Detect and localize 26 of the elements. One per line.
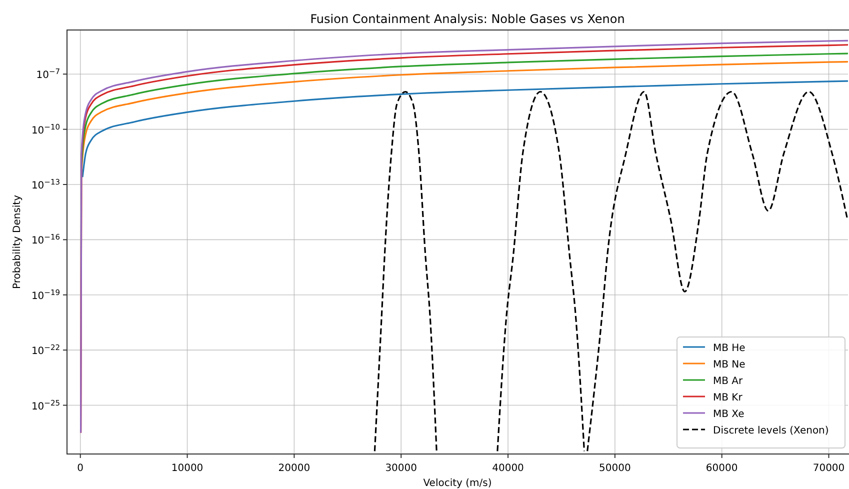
line-series [80, 52, 848, 169]
x-tick-label: 10000 [171, 463, 204, 474]
legend-label: MB Kr [713, 392, 744, 404]
y-tick-label: 10$^{−16}$ [31, 232, 60, 247]
legend-label: MB Xe [713, 409, 744, 420]
x-tick-label: 40000 [492, 463, 524, 474]
legend-label: MB Ne [713, 360, 746, 370]
y-tick-label: 10$^{−7}$ [36, 66, 60, 82]
legend-label: MB Ar [713, 376, 744, 387]
y-tick-label: 10$^{−13}$ [31, 176, 60, 192]
x-tick-label: 70000 [812, 463, 845, 474]
x-tick-label: 30000 [385, 463, 418, 474]
x-tick-label: 20000 [278, 463, 310, 474]
x-tick-label: 60000 [706, 463, 738, 474]
y-tick-label: 10$^{−22}$ [31, 342, 60, 358]
legend-label: Discrete levels (Xenon) [713, 426, 829, 436]
legend-label: MB He [713, 343, 746, 354]
x-tick-label: 50000 [599, 463, 631, 474]
chart-title: Fusion Containment Analysis: Noble Gases vs Xenon [310, 12, 625, 26]
line-series [82, 80, 848, 178]
y-axis-title: Probability Density [12, 194, 23, 290]
y-tick-label: 10$^{−19}$ [31, 287, 60, 302]
x-axis-title: Velocity (m/s) [423, 478, 492, 489]
y-tick-label: 10$^{−25}$ [31, 398, 60, 412]
y-tick-label: 10$^{−10}$ [31, 122, 60, 136]
x-tick-label: 0 [77, 463, 84, 474]
